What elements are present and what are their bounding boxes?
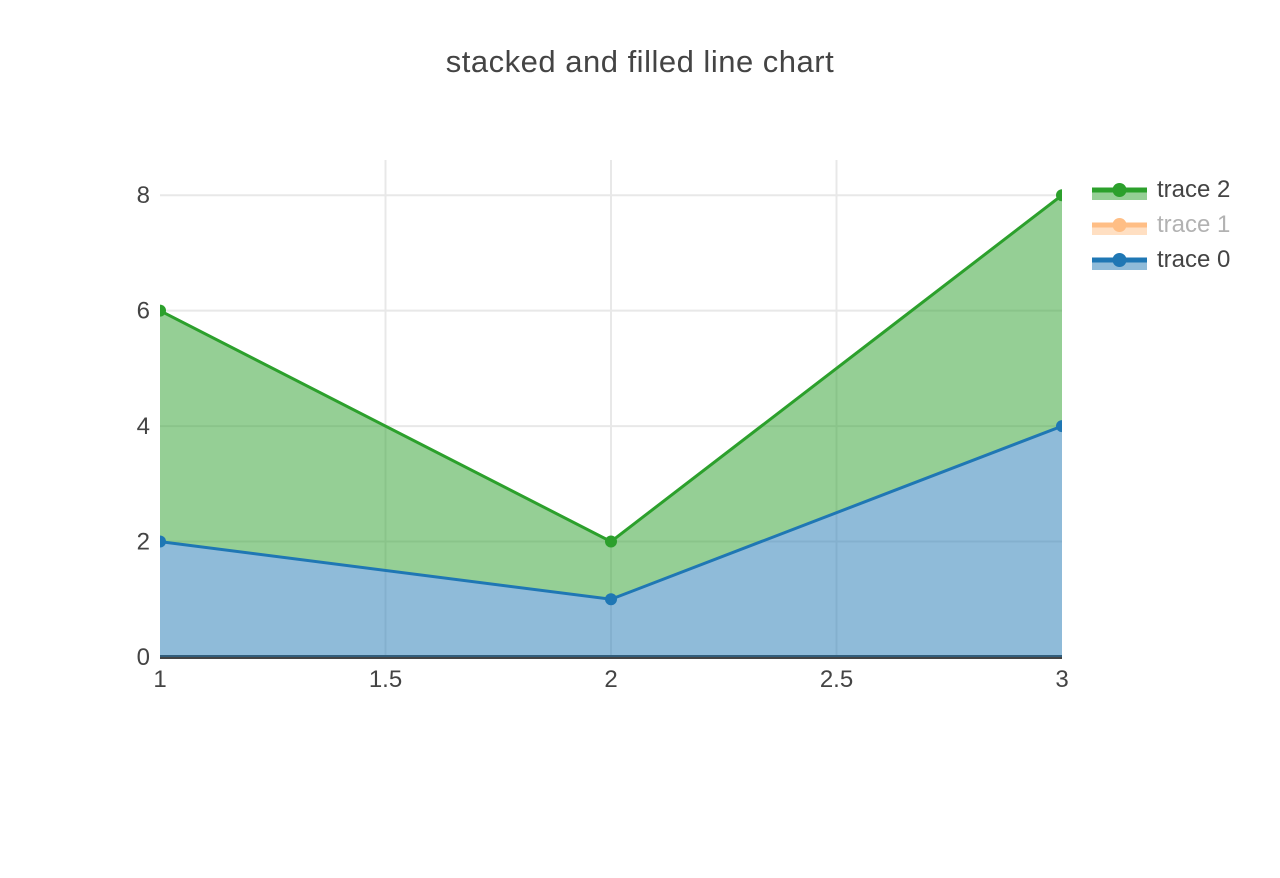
legend-marker-dot [1112, 252, 1127, 267]
legend-swatch-icon [1092, 247, 1147, 273]
trace-0-fill [160, 426, 1062, 657]
x-tick-label-2.5: 2.5 [820, 666, 853, 693]
trace-0-marker-2-1[interactable] [605, 593, 617, 606]
y-tick-label-2: 2 [137, 529, 150, 556]
legend-label: trace 0 [1157, 245, 1231, 273]
y-tick-label-6: 6 [137, 298, 150, 325]
y-tick-label-8: 8 [137, 182, 150, 209]
x-tick-label-2: 2 [604, 666, 617, 693]
legend: trace 2 trace 1 trace 0 [1092, 172, 1230, 277]
trace-0-marker-1-2[interactable] [154, 535, 166, 548]
traces-group [154, 189, 1068, 657]
y-tick-label-0: 0 [137, 644, 150, 671]
legend-label: trace 2 [1157, 175, 1231, 203]
legend-item-trace-2[interactable]: trace 2 [1092, 172, 1230, 207]
legend-marker-dot [1112, 217, 1127, 232]
trace-2-marker-1-6[interactable] [154, 304, 166, 317]
x-tick-label-1: 1 [153, 666, 166, 693]
chart-title: stacked and filled line chart [445, 44, 835, 79]
legend-item-trace-1[interactable]: trace 1 [1092, 207, 1230, 242]
x-tick-label-3: 3 [1055, 666, 1068, 693]
legend-marker-dot [1112, 182, 1127, 197]
x-tick-label-1.5: 1.5 [369, 666, 402, 693]
trace-2-marker-2-2[interactable] [605, 535, 617, 548]
legend-swatch-icon [1092, 212, 1147, 238]
legend-item-trace-0[interactable]: trace 0 [1092, 242, 1230, 277]
trace-2-marker-3-8[interactable] [1056, 189, 1068, 202]
trace-0-marker-3-4[interactable] [1056, 420, 1068, 433]
legend-label: trace 1 [1157, 210, 1231, 238]
y-tick-label-4: 4 [137, 413, 150, 440]
trace-2-fill [160, 195, 1062, 600]
legend-swatch-icon [1092, 177, 1147, 203]
